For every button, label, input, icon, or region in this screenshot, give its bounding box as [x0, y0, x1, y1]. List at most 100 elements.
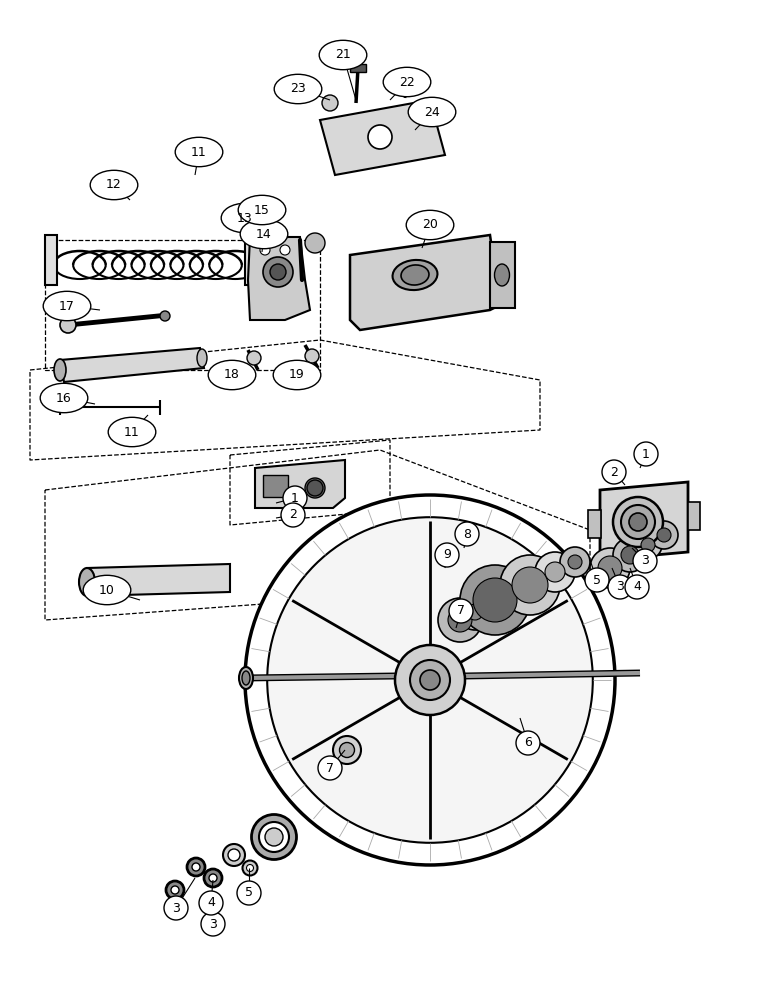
Ellipse shape — [560, 547, 590, 577]
Circle shape — [160, 311, 170, 321]
Text: 2: 2 — [289, 508, 297, 522]
Circle shape — [270, 264, 286, 280]
Ellipse shape — [273, 360, 321, 390]
Circle shape — [281, 503, 305, 527]
Text: 6: 6 — [524, 736, 532, 750]
Circle shape — [449, 599, 473, 623]
Polygon shape — [350, 235, 500, 330]
Ellipse shape — [495, 264, 510, 286]
Circle shape — [585, 568, 609, 592]
Circle shape — [164, 896, 188, 920]
Text: 8: 8 — [463, 528, 471, 540]
Ellipse shape — [265, 828, 283, 846]
Circle shape — [237, 881, 261, 905]
Circle shape — [247, 351, 261, 365]
Ellipse shape — [204, 869, 222, 887]
Ellipse shape — [395, 645, 465, 715]
Polygon shape — [60, 348, 204, 382]
Ellipse shape — [208, 360, 256, 390]
Circle shape — [625, 575, 649, 599]
Ellipse shape — [512, 567, 548, 603]
Text: 21: 21 — [335, 48, 351, 62]
Ellipse shape — [239, 195, 286, 225]
Circle shape — [516, 731, 540, 755]
Text: 5: 5 — [245, 886, 253, 900]
Ellipse shape — [239, 667, 253, 689]
Text: 4: 4 — [633, 580, 641, 593]
Ellipse shape — [392, 260, 438, 290]
Circle shape — [201, 912, 225, 936]
Polygon shape — [320, 100, 445, 175]
Ellipse shape — [222, 203, 269, 233]
Ellipse shape — [274, 74, 322, 104]
Text: 24: 24 — [424, 105, 440, 118]
Ellipse shape — [650, 521, 678, 549]
Text: 13: 13 — [237, 212, 253, 225]
Circle shape — [263, 257, 293, 287]
Circle shape — [608, 575, 632, 599]
Ellipse shape — [641, 538, 655, 552]
Ellipse shape — [79, 568, 95, 596]
Circle shape — [305, 233, 325, 253]
Ellipse shape — [187, 858, 205, 876]
Text: 7: 7 — [326, 762, 334, 774]
Ellipse shape — [457, 594, 493, 630]
Text: 18: 18 — [224, 368, 240, 381]
Ellipse shape — [613, 538, 647, 572]
Circle shape — [435, 543, 459, 567]
Ellipse shape — [500, 555, 560, 615]
Text: 7: 7 — [457, 604, 465, 617]
Ellipse shape — [54, 359, 66, 381]
Ellipse shape — [267, 517, 593, 843]
Text: 17: 17 — [59, 300, 75, 312]
Text: 12: 12 — [106, 178, 122, 192]
Ellipse shape — [467, 604, 483, 620]
Ellipse shape — [171, 886, 179, 894]
Ellipse shape — [406, 210, 454, 240]
Text: 3: 3 — [172, 902, 180, 914]
Text: 5: 5 — [593, 574, 601, 586]
Ellipse shape — [246, 864, 253, 871]
Ellipse shape — [401, 265, 429, 285]
Bar — [400, 75, 410, 81]
Circle shape — [634, 442, 658, 466]
Circle shape — [305, 349, 319, 363]
Ellipse shape — [259, 822, 289, 852]
Ellipse shape — [197, 349, 207, 367]
Text: 16: 16 — [56, 391, 72, 404]
Circle shape — [602, 460, 626, 484]
Text: 14: 14 — [256, 228, 272, 240]
Circle shape — [60, 317, 76, 333]
Ellipse shape — [340, 742, 354, 758]
Bar — [588, 510, 601, 538]
Ellipse shape — [657, 528, 671, 542]
Text: 15: 15 — [254, 204, 270, 217]
Circle shape — [280, 245, 290, 255]
Bar — [263, 475, 288, 497]
Ellipse shape — [545, 562, 565, 582]
Text: 19: 19 — [290, 368, 305, 381]
Ellipse shape — [43, 291, 91, 321]
Polygon shape — [490, 242, 515, 308]
Text: 11: 11 — [191, 145, 207, 158]
Ellipse shape — [568, 555, 582, 569]
Ellipse shape — [223, 844, 245, 866]
Circle shape — [260, 245, 270, 255]
Text: 9: 9 — [443, 548, 451, 562]
Text: 2: 2 — [610, 466, 618, 479]
Text: 22: 22 — [399, 76, 415, 89]
Text: 3: 3 — [616, 580, 624, 593]
Circle shape — [199, 891, 223, 915]
Text: 11: 11 — [124, 426, 140, 438]
Text: 20: 20 — [422, 219, 438, 232]
Ellipse shape — [383, 67, 431, 97]
Text: 3: 3 — [209, 918, 217, 930]
Ellipse shape — [166, 881, 184, 899]
Ellipse shape — [410, 660, 450, 700]
Bar — [350, 64, 366, 72]
Ellipse shape — [333, 736, 361, 764]
Text: 3: 3 — [641, 554, 649, 568]
Circle shape — [455, 522, 479, 546]
Ellipse shape — [240, 219, 288, 249]
Ellipse shape — [242, 671, 250, 685]
